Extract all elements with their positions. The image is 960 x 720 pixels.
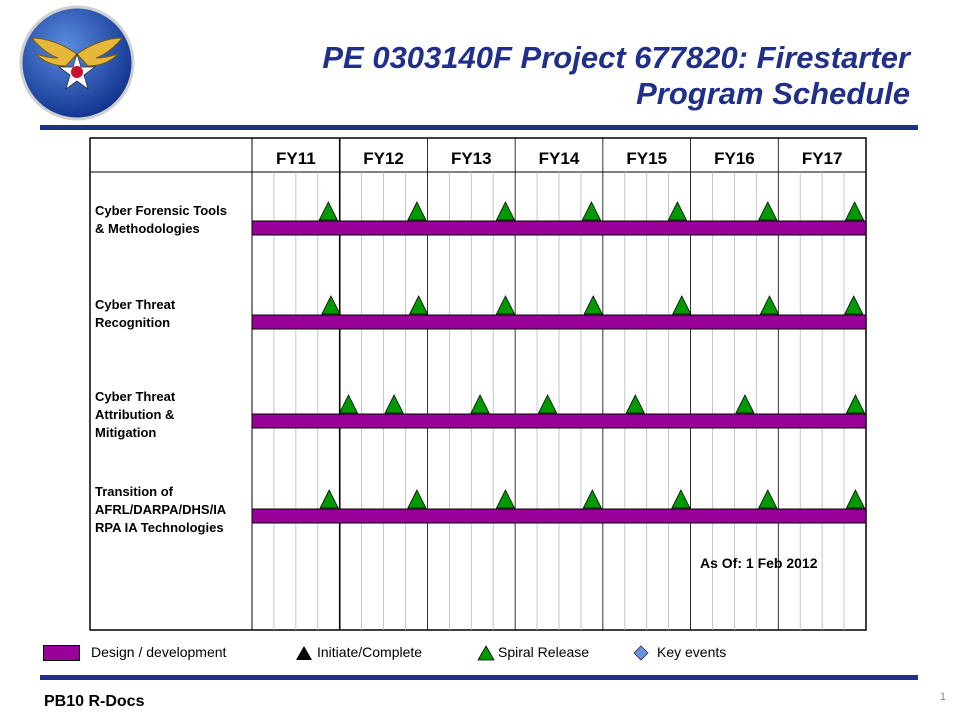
row-label: Cyber Threat [95,389,176,404]
spiral-release-marker [495,295,516,315]
chart-frame [89,137,867,631]
row-label: RPA IA Technologies [95,520,224,535]
spiral-release-marker [759,295,780,315]
spiral-release-marker [384,394,404,414]
spiral-release-marker [844,201,865,221]
title-line-2: Program Schedule [636,76,910,111]
legend-initiate-label: Initiate/Complete [317,644,423,660]
design-development-bar [251,413,867,429]
spiral-release-marker [407,201,427,221]
spiral-release-marker [735,394,755,414]
spiral-release-marker [667,201,688,221]
key-event-diamond-icon [633,645,649,661]
fiscal-year-label: FY15 [626,149,667,168]
design-development-bar [251,314,867,330]
title-divider [40,125,918,130]
row-label: Cyber Forensic Tools [95,203,227,218]
footer-text: PB10 R-Docs [44,693,145,710]
legend-spiral-label: Spiral Release [498,644,590,660]
row-label: Mitigation [95,425,156,440]
fiscal-year-label: FY12 [363,149,404,168]
spiral-release-marker [409,295,429,315]
row-label: Cyber Threat [95,297,176,312]
fiscal-year-label: FY17 [802,149,843,168]
spiral-release-marker [844,295,864,315]
row-label: AFRL/DARPA/DHS/IA [95,502,227,517]
initiate-complete-icon [296,646,312,660]
fiscal-year-label: FY13 [451,149,492,168]
spiral-release-marker [845,394,866,414]
spiral-release-marker [672,295,692,315]
legend-key-events-label: Key events [657,644,727,660]
spiral-release-marker [583,295,603,315]
spiral-release-marker [758,489,778,509]
spiral-release-marker [671,489,691,509]
as-of-date: As Of: 1 Feb 2012 [700,555,818,571]
row-label: & Methodologies [95,221,200,236]
spiral-release-marker [495,201,516,221]
design-development-bar [251,220,867,236]
legend-design-swatch [43,645,80,661]
page-title: PE 0303140F Project 677820: Firestarter … [322,40,910,112]
spiral-release-marker [318,201,338,221]
fiscal-year-label: FY14 [539,149,580,168]
fiscal-year-label: FY16 [714,149,755,168]
row-label: Attribution & [95,407,174,422]
legend-design-label: Design / development [91,644,227,660]
spiral-release-marker [321,295,341,315]
design-development-bar [251,508,867,524]
footer-divider [40,675,918,680]
spiral-release-marker [319,489,339,509]
row-label: Recognition [95,315,170,330]
spiral-release-marker [470,394,490,414]
row-label: Transition of [95,484,174,499]
spiral-release-marker [758,201,778,221]
spiral-release-icon [477,645,495,661]
page-number: 1 [939,691,946,703]
spiral-release-marker [495,489,516,509]
fiscal-year-label: FY11 [276,149,316,168]
air-force-logo [19,5,135,121]
spiral-release-marker [845,489,866,509]
title-line-1: PE 0303140F Project 677820: Firestarter [322,40,910,75]
spiral-release-marker [407,489,427,509]
spiral-release-marker [537,394,558,414]
spiral-release-marker [582,489,602,509]
spiral-release-marker [338,394,359,414]
spiral-release-marker [581,201,602,221]
spiral-release-marker [625,394,645,414]
